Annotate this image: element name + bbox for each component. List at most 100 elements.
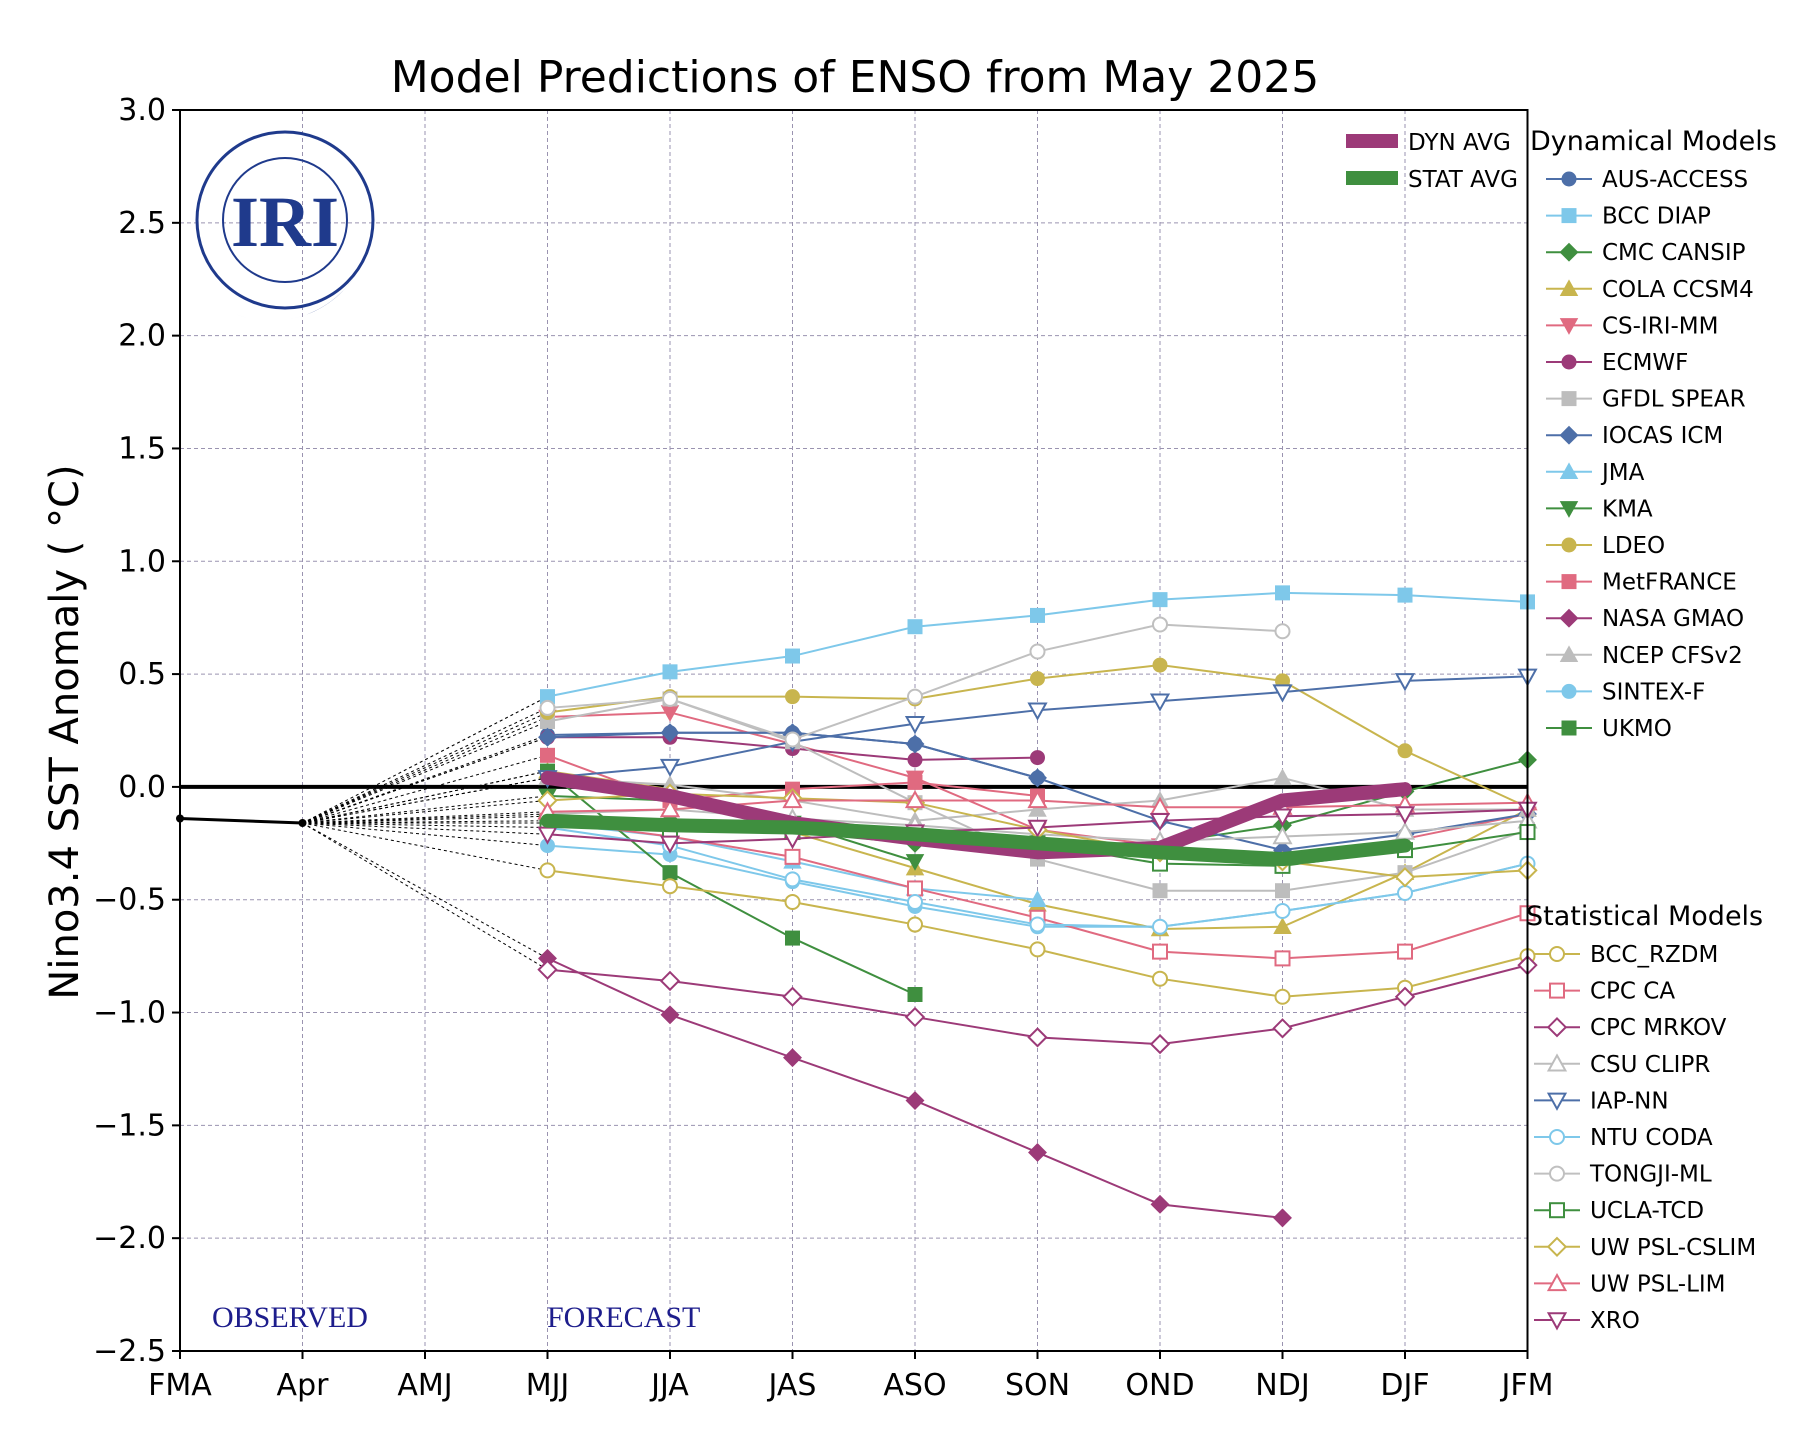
legend-entry-iocas-icm: IOCAS ICM	[1546, 423, 1723, 449]
legend-label-cola-ccsm4: COLA CCSM4	[1602, 277, 1754, 303]
legend-entry-ukmo: UKMO	[1546, 716, 1672, 742]
point-tongji-ml	[784, 731, 801, 748]
statistical-legend-title: Statistical Models	[1526, 901, 1763, 932]
forecast-label: FORECAST	[547, 1301, 700, 1334]
point-cpc-mrkov	[537, 959, 558, 980]
point-uw-psl-lim	[1027, 789, 1048, 809]
point-ukmo	[662, 865, 678, 881]
fan-line-ntu-coda	[302, 822, 548, 829]
legend-entry-kma: KMA	[1546, 496, 1653, 522]
legend-marker-iap-nn	[1546, 1092, 1568, 1111]
point-ecmwf	[907, 752, 923, 768]
point-iap-nn	[1272, 684, 1293, 703]
legend-marker-cola-ccsm4	[1559, 279, 1579, 297]
legend-marker-ucla-tcd	[1549, 1202, 1565, 1219]
point-cpc-ca	[1397, 943, 1413, 960]
point-uw-psl-lim	[904, 789, 926, 809]
legend-label-ukmo: UKMO	[1602, 716, 1672, 742]
series-nasa-gmao	[538, 948, 1292, 1228]
y-tick-label: 1.0	[118, 544, 166, 579]
fan-line-nasa-gmao	[302, 822, 548, 959]
point-bcc-rzdm	[907, 916, 923, 933]
chart-title: Model Predictions of ENSO from May 2025	[391, 52, 1320, 103]
legend-label-bcc-diap: BCC DIAP	[1602, 204, 1711, 230]
legend-label-aus-access: AUS-ACCESS	[1602, 167, 1748, 193]
legend-marker-metfrance	[1561, 574, 1577, 590]
point-bcc-rzdm	[662, 878, 678, 895]
point-ntu-coda	[1397, 884, 1413, 901]
axes	[179, 109, 1529, 1352]
y-tick-label: 2.5	[118, 206, 166, 241]
point-metfrance	[907, 774, 923, 790]
point-ntu-coda	[1274, 903, 1291, 920]
fan-line-bcc-diap	[302, 696, 548, 824]
legend-label-stat-avg: STAT AVG	[1408, 167, 1518, 193]
fan-line-gfdl-spear	[302, 721, 548, 824]
point-ntu-coda	[907, 893, 923, 910]
point-iap-nn	[659, 758, 681, 778]
point-nasa-gmao	[1273, 1208, 1292, 1228]
point-cpc-mrkov	[1272, 1018, 1293, 1039]
point-metfrance	[540, 747, 555, 763]
y-tick-label: −2.0	[93, 1221, 166, 1256]
point-ntu-coda	[1029, 916, 1046, 933]
legend-marker-kma	[1559, 501, 1579, 518]
series-xro	[537, 801, 1538, 854]
point-uw-psl-lim	[659, 799, 681, 818]
legend-marker-nasa-gmao	[1559, 608, 1579, 628]
logo-outer-ring	[195, 130, 375, 310]
legend-marker-ldeo	[1561, 537, 1577, 553]
legend-entry-bcc-rzdm: BCC_RZDM	[1534, 942, 1718, 968]
point-bcc-rzdm	[784, 893, 801, 910]
fan-line-iocas-icm	[302, 736, 548, 824]
point-tongji-ml	[1152, 616, 1168, 633]
legend-label-sintex-f: SINTEX-F	[1602, 679, 1705, 705]
tick-labels: FMA Apr AMJ MJJ JJA JAS ASO SON OND NDJ DJF JFM 3.0 2…	[93, 93, 1553, 1403]
point-tongji-ml	[1029, 643, 1046, 660]
legend-entry-aus-access: AUS-ACCESS	[1546, 167, 1748, 193]
plot-frame	[179, 109, 1529, 1352]
point-ecmwf	[1030, 750, 1045, 766]
point-tongji-ml	[1274, 623, 1291, 640]
legend-entry-ntu-coda: NTU CODA	[1534, 1125, 1713, 1151]
point-bcc-rzdm	[1152, 970, 1168, 987]
legend-entry-nasa-gmao: NASA GMAO	[1546, 606, 1744, 632]
point-ncep-cfsv2	[1273, 768, 1292, 786]
x-tick-label: NDJ	[1255, 1368, 1309, 1403]
point-iap-nn	[1027, 702, 1048, 721]
x-tick-label: FMA	[148, 1368, 212, 1403]
point-bcc-diap	[907, 619, 923, 635]
point-gfdl-spear	[1275, 883, 1290, 899]
point-bcc-diap	[1397, 587, 1413, 603]
legend-entry-iap-nn: IAP-NN	[1534, 1088, 1669, 1114]
fan-line-csu-clipr	[302, 813, 548, 824]
legend-marker-sintex-f	[1561, 683, 1577, 699]
x-tick-label: SON	[1005, 1368, 1070, 1403]
point-cpc-ca	[1152, 943, 1168, 960]
legend-label-ecmwf: ECMWF	[1602, 350, 1688, 376]
point-cpc-ca	[1274, 950, 1291, 967]
legend-marker-aus-access	[1561, 171, 1577, 187]
x-tick-label: JAS	[767, 1368, 817, 1403]
series-cpc-mrkov	[537, 954, 1538, 1055]
legend-marker-csu-clipr	[1546, 1053, 1568, 1072]
point-cpc-mrkov	[1149, 1033, 1171, 1055]
x-tick-label: ASO	[883, 1368, 946, 1403]
legend-label-dyn-avg: DYN AVG	[1408, 130, 1511, 156]
legend-marker-ntu-coda	[1549, 1129, 1565, 1145]
y-tick-label: 2.0	[118, 319, 166, 354]
legend-marker-ecmwf	[1561, 354, 1577, 370]
point-nasa-gmao	[660, 1005, 680, 1025]
point-nasa-gmao	[905, 1091, 925, 1111]
x-tick-label: Apr	[277, 1368, 330, 1403]
legend-entry-cmc-cansip: CMC CANSIP	[1546, 240, 1746, 266]
point-cpc-mrkov	[1394, 986, 1416, 1007]
legend-marker-bcc-rzdm	[1549, 946, 1565, 962]
point-ukmo	[785, 930, 800, 946]
point-ntu-coda	[784, 871, 801, 888]
legend-label-ncep-cfsv2: NCEP CFSv2	[1602, 643, 1743, 669]
point-tongji-ml	[907, 688, 923, 705]
fan-line-cmc-cansip	[302, 815, 548, 824]
legend-entry-ncep-cfsv2: NCEP CFSv2	[1546, 643, 1743, 669]
dynamical-legend-title: Dynamical Models	[1530, 126, 1777, 157]
